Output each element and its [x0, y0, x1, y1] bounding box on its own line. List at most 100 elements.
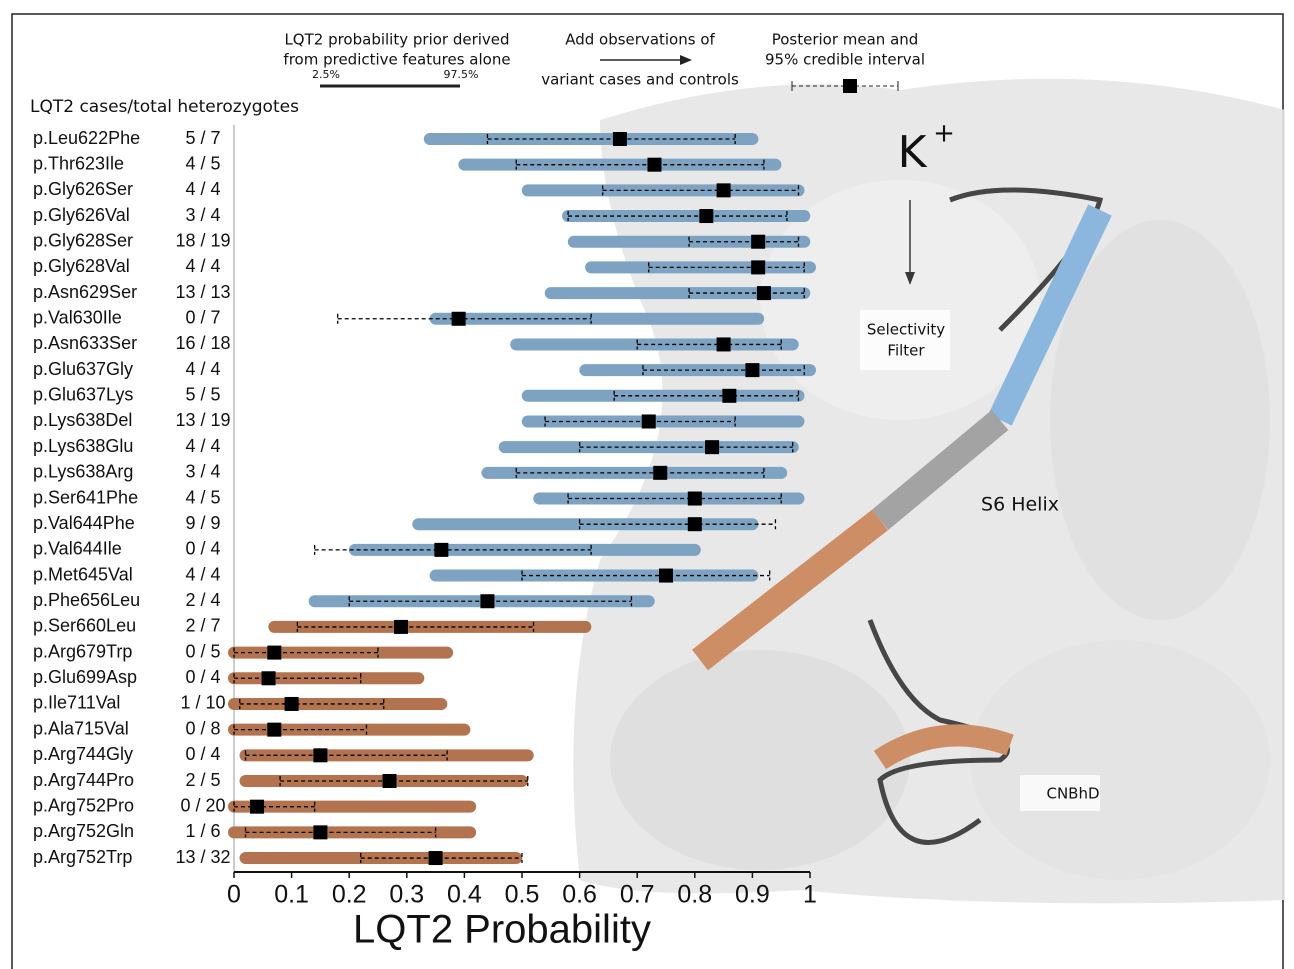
variant-label: p.Met645Val — [33, 564, 133, 584]
x-tick-label: 1 — [803, 881, 817, 909]
variant-label: p.Arg752Gln — [33, 821, 134, 841]
credible-interval — [233, 801, 316, 812]
variant-label: p.Ser641Phe — [33, 487, 138, 507]
count-label: 4 / 4 — [185, 359, 220, 379]
legend-text: Add observations of — [565, 31, 715, 49]
variant-label: p.Arg752Trp — [33, 847, 132, 867]
legend-mean — [843, 79, 857, 93]
variant-label: p.Thr623Ile — [33, 153, 124, 173]
credible-interval — [688, 236, 800, 247]
credible-interval — [601, 185, 800, 196]
credible-interval — [244, 827, 437, 838]
posterior-mean — [653, 465, 668, 480]
variant-label: p.Lys638Del — [33, 410, 132, 430]
posterior-mean — [751, 234, 766, 249]
variant-label: p.Arg752Pro — [33, 795, 134, 815]
legend-text: from predictive features alone — [283, 51, 510, 69]
credible-interval — [636, 339, 782, 350]
x-tick-label: 0.7 — [620, 881, 655, 909]
count-label: 3 / 4 — [185, 205, 220, 225]
variant-label: p.Leu622Phe — [33, 128, 140, 148]
posterior-mean — [647, 157, 662, 172]
count-label: 0 / 4 — [185, 539, 220, 559]
annotation: Filter — [887, 342, 925, 360]
credible-interval — [233, 673, 362, 684]
variant-label: p.Arg679Trp — [33, 641, 132, 661]
count-label: 13 / 32 — [175, 847, 230, 867]
count-label: 0 / 4 — [185, 744, 220, 764]
count-label: 0 / 8 — [185, 718, 220, 738]
variant-label: p.Gly628Val — [33, 256, 130, 276]
credible-interval — [486, 134, 736, 144]
posterior-mean — [612, 132, 627, 146]
count-label: 1 / 10 — [180, 693, 225, 713]
credible-interval — [244, 750, 448, 761]
credible-interval — [648, 262, 805, 273]
posterior-mean — [641, 414, 656, 429]
posterior-mean — [267, 645, 282, 660]
posterior-mean — [751, 260, 766, 275]
credible-interval — [642, 365, 805, 376]
variant-label: p.Lys638Arg — [33, 462, 133, 482]
count-header: LQT2 cases/total heterozygotes — [30, 97, 299, 117]
credible-interval — [578, 442, 794, 453]
posterior-mean — [434, 542, 449, 557]
variant-label: p.Val644Phe — [33, 513, 135, 533]
variant-label: p.Ile711Val — [33, 693, 120, 713]
posterior-mean — [659, 568, 673, 583]
count-label: 4 / 4 — [185, 564, 220, 584]
count-label: 4 / 4 — [185, 436, 220, 456]
posterior-mean — [394, 619, 409, 634]
posterior-mean — [267, 722, 282, 737]
posterior-mean — [261, 671, 276, 686]
variant-label: p.Gly626Ser — [33, 179, 133, 199]
credible-interval — [515, 467, 765, 478]
credible-interval — [688, 288, 805, 299]
ion-label: K — [898, 127, 928, 178]
variant-label: p.Val630Ile — [33, 308, 122, 328]
posterior-mean — [250, 799, 265, 814]
x-tick-label: 0.5 — [505, 881, 540, 909]
x-tick-label: 0.9 — [735, 881, 770, 909]
credible-interval — [613, 390, 800, 401]
x-tick-label: 0.6 — [562, 881, 597, 909]
count-label: 5 / 7 — [185, 128, 220, 148]
count-label: 13 / 13 — [175, 282, 230, 302]
variant-label: p.Gly626Val — [33, 205, 130, 225]
annotation: S6 Helix — [981, 494, 1059, 516]
count-label: 3 / 4 — [185, 462, 220, 482]
variant-label: p.Gly628Ser — [33, 230, 133, 250]
legend-arrow — [680, 55, 692, 65]
credible-interval — [296, 621, 535, 632]
posterior-mean — [382, 774, 397, 788]
credible-interval — [567, 211, 788, 222]
count-label: 5 / 5 — [185, 385, 220, 405]
legend-text: Posterior mean and — [772, 31, 919, 49]
x-tick-label: 0.8 — [677, 881, 712, 909]
count-label: 0 / 7 — [185, 308, 220, 328]
protein-structure — [573, 78, 1285, 904]
count-label: 16 / 18 — [175, 333, 230, 353]
posterior-mean — [313, 825, 328, 840]
posterior-mean — [745, 363, 760, 378]
count-label: 4 / 5 — [185, 487, 220, 507]
x-tick-label: 0 — [227, 881, 241, 909]
variant-label: p.Asn629Ser — [33, 282, 137, 302]
variant-label: p.Ser660Leu — [33, 616, 136, 636]
variant-label: p.Ala715Val — [33, 718, 129, 738]
posterior-mean — [722, 388, 737, 403]
count-label: 4 / 4 — [185, 179, 220, 199]
posterior-mean — [705, 440, 720, 455]
legend-text: LQT2 probability prior derived — [284, 31, 509, 49]
x-tick-label: 0.1 — [274, 881, 309, 909]
legend-text: 97.5% — [444, 68, 479, 81]
variant-label: p.Glu637Gly — [33, 359, 133, 379]
variant-label: p.Glu699Asp — [33, 667, 137, 687]
credible-interval — [578, 519, 777, 530]
x-tick-label: 0.3 — [389, 881, 424, 909]
count-label: 9 / 9 — [185, 513, 220, 533]
posterior-mean — [284, 696, 299, 711]
credible-interval — [279, 776, 529, 786]
